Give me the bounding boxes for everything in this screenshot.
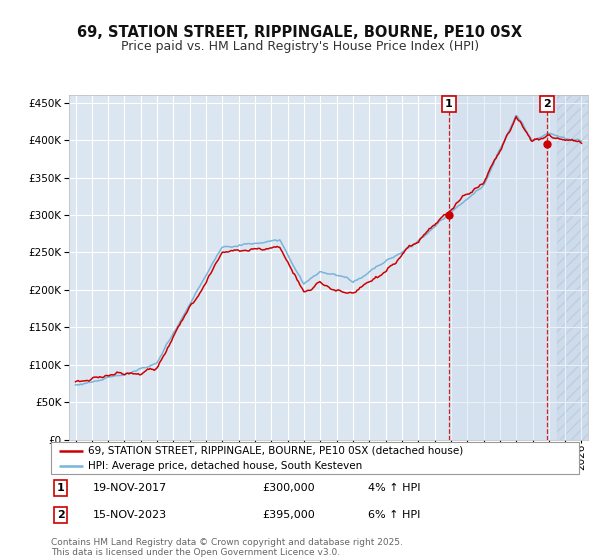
Text: 69, STATION STREET, RIPPINGALE, BOURNE, PE10 0SX (detached house): 69, STATION STREET, RIPPINGALE, BOURNE, … <box>88 446 463 456</box>
Text: 1: 1 <box>445 99 453 109</box>
Text: 2: 2 <box>543 99 551 109</box>
Text: Price paid vs. HM Land Registry's House Price Index (HPI): Price paid vs. HM Land Registry's House … <box>121 40 479 53</box>
Text: £300,000: £300,000 <box>262 483 315 493</box>
Bar <box>557 95 588 440</box>
Text: 69, STATION STREET, RIPPINGALE, BOURNE, PE10 0SX: 69, STATION STREET, RIPPINGALE, BOURNE, … <box>77 25 523 40</box>
Text: Contains HM Land Registry data © Crown copyright and database right 2025.
This d: Contains HM Land Registry data © Crown c… <box>51 538 403 557</box>
Bar <box>449 95 588 440</box>
Text: 1: 1 <box>56 483 64 493</box>
Text: 6% ↑ HPI: 6% ↑ HPI <box>368 510 420 520</box>
Text: 19-NOV-2017: 19-NOV-2017 <box>93 483 167 493</box>
Text: £395,000: £395,000 <box>262 510 315 520</box>
Text: 15-NOV-2023: 15-NOV-2023 <box>93 510 167 520</box>
Bar <box>557 95 588 440</box>
Text: 4% ↑ HPI: 4% ↑ HPI <box>368 483 420 493</box>
Text: 2: 2 <box>56 510 64 520</box>
FancyBboxPatch shape <box>51 442 579 474</box>
Text: HPI: Average price, detached house, South Kesteven: HPI: Average price, detached house, Sout… <box>88 460 362 470</box>
